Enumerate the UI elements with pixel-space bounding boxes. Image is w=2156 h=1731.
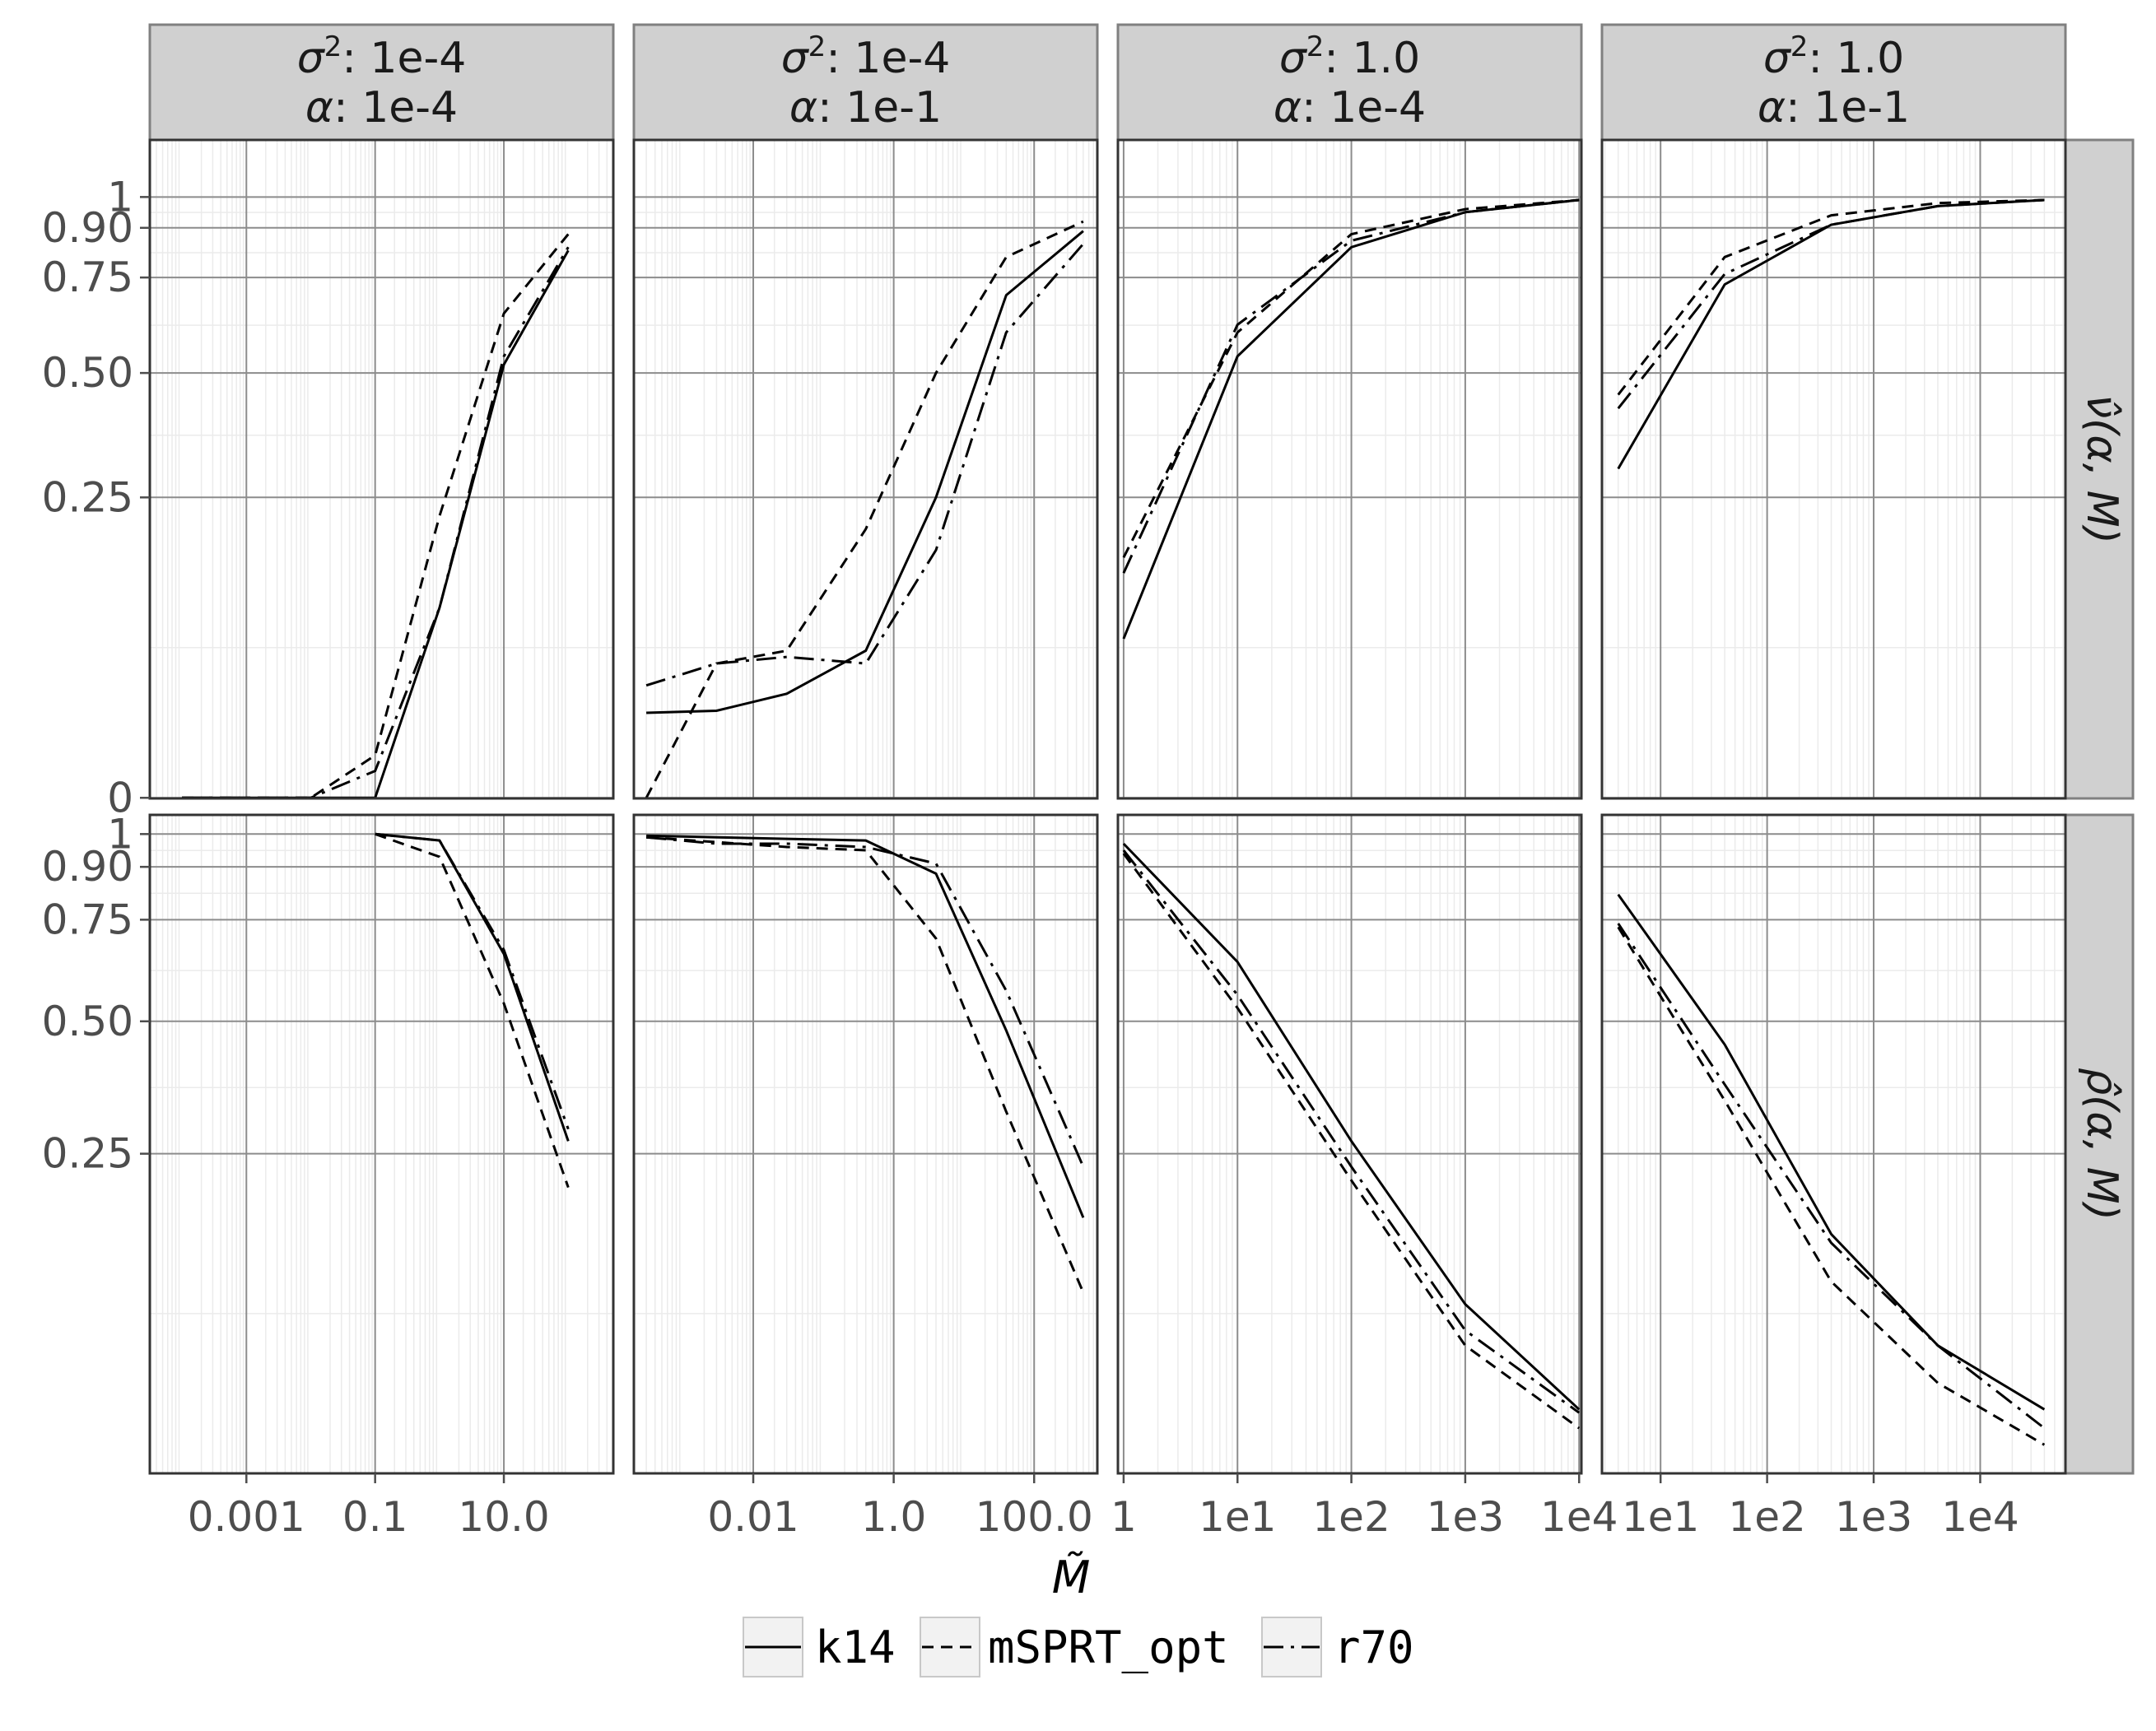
strip-label-alpha: α: 1e-4 — [305, 83, 458, 133]
legend-label-r70: r70 — [1334, 1622, 1414, 1673]
data-layer — [182, 198, 2046, 1446]
x-tick-label: 1e3 — [1427, 1493, 1504, 1541]
row-strip-label: ν̂(α, M) — [2077, 394, 2126, 544]
strip-label-sigma2: σ2: 1e-4 — [781, 30, 951, 83]
facet-strip-row-1 — [2064, 813, 2135, 1475]
strip-label-sigma2: σ2: 1e-4 — [297, 30, 467, 83]
strip-label-sigma2: σ2: 1.0 — [1279, 30, 1420, 83]
x-tick-label: 1e2 — [1728, 1493, 1805, 1541]
panel-background — [1118, 815, 1581, 1473]
strip-label-alpha: α: 1e-1 — [1758, 83, 1910, 133]
x-tick-label: 0.001 — [188, 1493, 305, 1541]
panel-background — [1602, 140, 2065, 798]
y-tick-label: 0.50 — [42, 349, 133, 397]
x-axis-title: M̃ — [1052, 1552, 1091, 1603]
series-line-r70-r0c1 — [645, 243, 1085, 687]
x-tick-label: 1e3 — [1835, 1493, 1912, 1541]
x-tick-label: 1e2 — [1312, 1493, 1390, 1541]
y-tick-label: 1 — [107, 810, 133, 858]
series-line-mSPRT_opt-r0c2 — [1122, 198, 1580, 558]
strip-label-alpha: α: 1e-1 — [789, 83, 942, 133]
series-line-k14-r1c2 — [1122, 842, 1581, 1411]
x-tick-label: 1e1 — [1622, 1493, 1699, 1541]
strip-label-alpha: α: 1e-4 — [1274, 83, 1426, 133]
facet-strip-col-0 — [148, 23, 615, 142]
series-line-k14-r1c1 — [646, 834, 1085, 1218]
series-line-r70-r0c2 — [1122, 198, 1580, 574]
y-tick-label: 0.50 — [42, 998, 133, 1045]
series-line-r70-r1c0 — [375, 832, 570, 1130]
x-tick-label: 10.0 — [458, 1493, 549, 1541]
panel-border — [632, 138, 1099, 800]
series-line-k14-r0c1 — [646, 230, 1084, 714]
frame-layer — [140, 23, 2135, 1483]
y-tick-label: 0.90 — [42, 204, 133, 252]
legend-label-mSPRT_opt: mSPRT_opt — [988, 1622, 1229, 1673]
panel-border — [632, 813, 1099, 1475]
series-line-mSPRT_opt-r1c3 — [1617, 926, 2046, 1446]
y-tick-label: 0.75 — [42, 896, 133, 943]
panel-border — [148, 138, 615, 800]
x-tick-label: 1e4 — [1941, 1493, 2019, 1541]
x-tick-label: 100.0 — [976, 1493, 1093, 1541]
x-tick-label: 1 — [1111, 1493, 1137, 1541]
row-strip-label: ρ̂(α, M) — [2077, 1068, 2126, 1221]
series-line-mSPRT_opt-r1c0 — [375, 832, 570, 1189]
series-line-k14-r1c3 — [1617, 893, 2046, 1411]
x-tick-label: 0.1 — [342, 1493, 408, 1541]
grid-layer — [150, 140, 2065, 1473]
series-line-mSPRT_opt-r1c2 — [1122, 853, 1581, 1430]
panel-background — [1118, 140, 1581, 798]
y-tick-label: 0.25 — [42, 473, 133, 521]
series-line-r70-r1c3 — [1617, 923, 2046, 1430]
strip-label-sigma2: σ2: 1.0 — [1763, 30, 1904, 83]
y-tick-label: 0.75 — [42, 254, 133, 301]
y-tick-label: 0.25 — [42, 1130, 133, 1178]
panel-border — [1600, 813, 2067, 1475]
panel-border — [1600, 138, 2067, 800]
y-tick-label: 1 — [107, 173, 133, 221]
x-tick-label: 1e4 — [1540, 1493, 1618, 1541]
y-tick-label: 0 — [107, 774, 133, 821]
series-line-r70-r0c0 — [182, 246, 570, 799]
series-line-r70-r0c3 — [1617, 198, 2045, 410]
panel-border — [1116, 138, 1583, 800]
series-line-mSPRT_opt-r0c1 — [645, 220, 1084, 798]
panel-background — [1602, 815, 2065, 1473]
facet-strip-col-3 — [1600, 23, 2067, 142]
panel-border — [148, 813, 615, 1475]
series-line-mSPRT_opt-r0c3 — [1617, 198, 2045, 396]
legend-label-k14: k14 — [815, 1622, 896, 1673]
text-layer: σ2: 1e-4α: 1e-4σ2: 1e-4α: 1e-1σ2: 1.0α: … — [42, 30, 2126, 1603]
legend: k14 mSPRT_opt r70 — [743, 1617, 1414, 1677]
panel-border — [1116, 813, 1583, 1475]
facet-strip-row-0 — [2064, 138, 2135, 800]
facet-strip-col-2 — [1116, 23, 1583, 142]
panel-background — [150, 815, 613, 1473]
panel-background — [150, 140, 613, 798]
y-tick-label: 0.90 — [42, 843, 133, 891]
x-tick-label: 1e1 — [1199, 1493, 1276, 1541]
x-tick-label: 1.0 — [861, 1493, 927, 1541]
series-line-r70-r1c2 — [1122, 849, 1581, 1414]
x-tick-label: 0.01 — [707, 1493, 799, 1541]
series-line-mSPRT_opt-r1c1 — [645, 835, 1085, 1293]
